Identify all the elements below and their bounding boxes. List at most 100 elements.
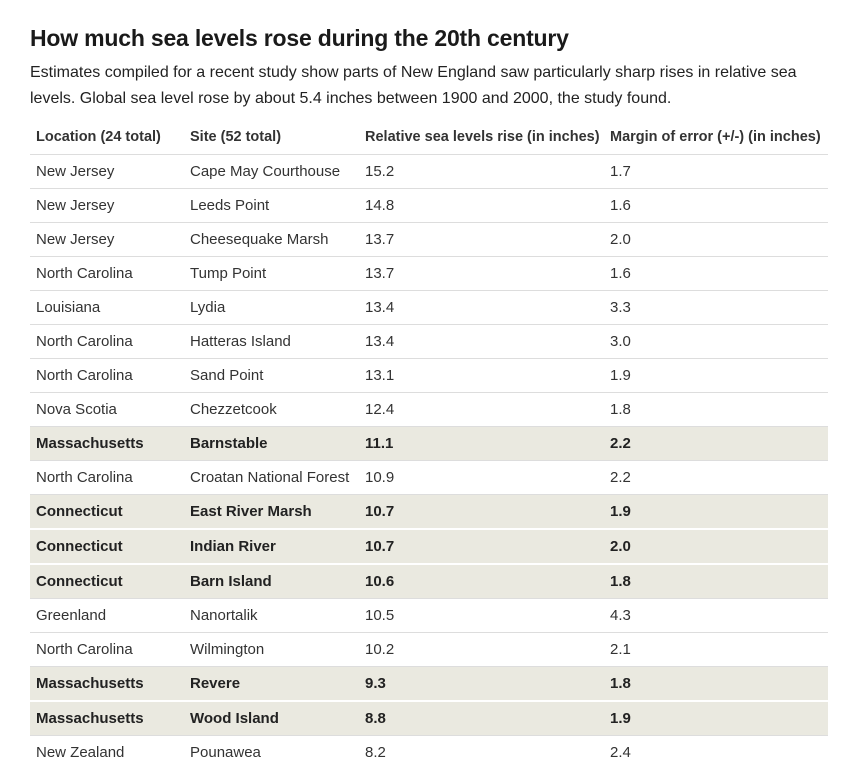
cell-site: East River Marsh: [184, 494, 359, 529]
article-graphic: How much sea levels rose during the 20th…: [0, 24, 856, 769]
cell-rise: 12.4: [359, 392, 604, 427]
cell-margin: 3.0: [604, 324, 828, 359]
cell-margin: 1.8: [604, 666, 828, 701]
cell-rise: 10.5: [359, 598, 604, 633]
cell-site: Cape May Courthouse: [184, 154, 359, 189]
table-row: Connecticut Barn Island 10.6 1.8: [30, 563, 828, 599]
cell-rise: 13.1: [359, 358, 604, 393]
cell-location: Connecticut: [30, 528, 184, 564]
table-row: Connecticut Indian River 10.7 2.0: [30, 528, 828, 564]
cell-location: Louisiana: [30, 290, 184, 325]
cell-rise: 9.3: [359, 666, 604, 701]
cell-margin: 1.6: [604, 256, 828, 291]
cell-margin: 2.2: [604, 426, 828, 461]
table-row: Greenland Nanortalik 10.5 4.3: [30, 598, 828, 633]
cell-margin: 2.4: [604, 735, 828, 769]
cell-rise: 10.9: [359, 460, 604, 495]
table-row: North Carolina Wilmington 10.2 2.1: [30, 632, 828, 667]
cell-location: Nova Scotia: [30, 392, 184, 427]
cell-location: New Jersey: [30, 222, 184, 257]
cell-margin: 4.3: [604, 598, 828, 633]
table-row: Louisiana Lydia 13.4 3.3: [30, 290, 828, 325]
cell-location: Connecticut: [30, 563, 184, 599]
cell-site: Revere: [184, 666, 359, 701]
cell-margin: 3.3: [604, 290, 828, 325]
cell-rise: 14.8: [359, 188, 604, 223]
cell-location: North Carolina: [30, 256, 184, 291]
cell-rise: 15.2: [359, 154, 604, 189]
cell-site: Pounawea: [184, 735, 359, 769]
column-header-location: Location (24 total): [36, 129, 161, 145]
cell-rise: 13.4: [359, 324, 604, 359]
table-row: North Carolina Hatteras Island 13.4 3.0: [30, 324, 828, 359]
cell-site: Barn Island: [184, 563, 359, 599]
cell-rise: 13.7: [359, 222, 604, 257]
column-header-margin: Margin of error (+/-) (in inches): [610, 129, 821, 145]
cell-location: New Jersey: [30, 154, 184, 189]
cell-margin: 1.6: [604, 188, 828, 223]
cell-site: Cheesequake Marsh: [184, 222, 359, 257]
cell-margin: 1.7: [604, 154, 828, 189]
cell-location: North Carolina: [30, 358, 184, 393]
cell-site: Wilmington: [184, 632, 359, 667]
cell-site: Chezzetcook: [184, 392, 359, 427]
cell-location: Connecticut: [30, 494, 184, 529]
cell-margin: 1.8: [604, 563, 828, 599]
cell-site: Hatteras Island: [184, 324, 359, 359]
cell-location: Massachusetts: [30, 700, 184, 736]
cell-margin: 2.1: [604, 632, 828, 667]
cell-site: Leeds Point: [184, 188, 359, 223]
page-title: How much sea levels rose during the 20th…: [30, 25, 569, 51]
table-row: New Jersey Cheesequake Marsh 13.7 2.0: [30, 222, 828, 257]
cell-location: Massachusetts: [30, 426, 184, 461]
cell-site: Tump Point: [184, 256, 359, 291]
column-header-site: Site (52 total): [190, 129, 282, 145]
column-header-rise: Relative sea levels rise (in inches): [365, 129, 600, 145]
table-row: Nova Scotia Chezzetcook 12.4 1.8: [30, 392, 828, 427]
cell-site: Barnstable: [184, 426, 359, 461]
cell-location: New Jersey: [30, 188, 184, 223]
cell-site: Croatan National Forest: [184, 460, 359, 495]
cell-rise: 8.8: [359, 700, 604, 736]
cell-rise: 10.7: [359, 494, 604, 529]
cell-site: Sand Point: [184, 358, 359, 393]
cell-location: North Carolina: [30, 632, 184, 667]
cell-site: Lydia: [184, 290, 359, 325]
cell-location: Massachusetts: [30, 666, 184, 701]
table-body: New Jersey Cape May Courthouse 15.2 1.7 New …: [30, 154, 828, 769]
cell-rise: 10.2: [359, 632, 604, 667]
table-header: Location (24 total) Site (52 total) Rela…: [30, 126, 828, 155]
cell-margin: 1.9: [604, 700, 828, 736]
cell-margin: 1.9: [604, 494, 828, 529]
cell-site: Wood Island: [184, 700, 359, 736]
table-row: New Jersey Cape May Courthouse 15.2 1.7: [30, 154, 828, 189]
table-row: New Jersey Leeds Point 14.8 1.6: [30, 188, 828, 223]
cell-location: North Carolina: [30, 460, 184, 495]
table-row: Connecticut East River Marsh 10.7 1.9: [30, 494, 828, 529]
table-row: New Zealand Pounawea 8.2 2.4: [30, 735, 828, 769]
cell-margin: 1.8: [604, 392, 828, 427]
table-row: Massachusetts Barnstable 11.1 2.2: [30, 426, 828, 461]
cell-margin: 2.2: [604, 460, 828, 495]
table-row: North Carolina Sand Point 13.1 1.9: [30, 358, 828, 393]
cell-margin: 1.9: [604, 358, 828, 393]
cell-rise: 11.1: [359, 426, 604, 461]
cell-rise: 10.6: [359, 563, 604, 599]
subtitle: Estimates compiled for a recent study sh…: [30, 64, 797, 107]
cell-location: Greenland: [30, 598, 184, 633]
cell-location: New Zealand: [30, 735, 184, 769]
table-row: North Carolina Croatan National Forest 10.…: [30, 460, 828, 495]
table-row: Massachusetts Wood Island 8.8 1.9: [30, 700, 828, 736]
cell-rise: 8.2: [359, 735, 604, 769]
cell-rise: 13.7: [359, 256, 604, 291]
cell-site: Indian River: [184, 528, 359, 564]
cell-rise: 13.4: [359, 290, 604, 325]
cell-rise: 10.7: [359, 528, 604, 564]
table-row: Massachusetts Revere 9.3 1.8: [30, 666, 828, 701]
sea-level-table: Location (24 total) Site (52 total) Rela…: [30, 126, 828, 769]
table-row: North Carolina Tump Point 13.7 1.6: [30, 256, 828, 291]
cell-margin: 2.0: [604, 222, 828, 257]
cell-location: North Carolina: [30, 324, 184, 359]
cell-site: Nanortalik: [184, 598, 359, 633]
cell-margin: 2.0: [604, 528, 828, 564]
